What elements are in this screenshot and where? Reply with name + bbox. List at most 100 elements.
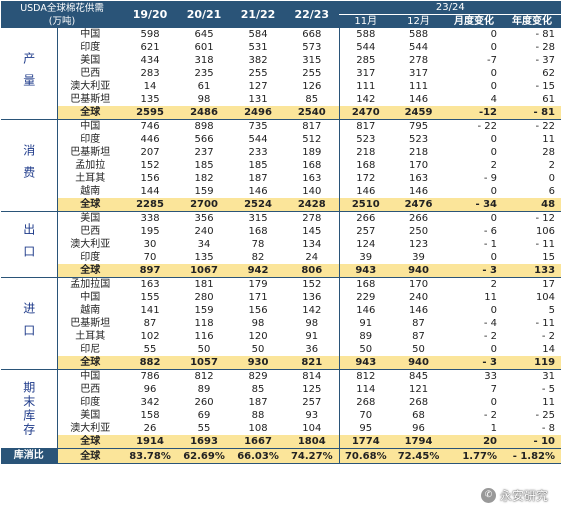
value-cell: 668 [302, 29, 322, 40]
value-cell: 2510 [338, 198, 393, 212]
value-cell: 39 [412, 252, 425, 263]
value-cell: 2428 [285, 198, 340, 212]
value-cell: 50 [251, 344, 265, 355]
table-row: 巴西 195 240 168 145 257 250 - 6 106 [1, 225, 561, 238]
value-cell: 806 [285, 264, 340, 278]
value-cell: 0 [490, 42, 498, 53]
value-cell: 39 [338, 251, 393, 264]
value-cell: 134 [302, 239, 322, 250]
value-cell: 278 [302, 213, 322, 224]
value-cell: 940 [392, 264, 446, 278]
value-cell: 268 [408, 397, 429, 408]
value-cell: 1693 [177, 435, 232, 449]
table-row: 消费 中国 746 898 735 817 817 795 - 22 - 22 [1, 119, 561, 212]
value-cell: 531 [248, 42, 268, 53]
value-cell: 144 [140, 186, 160, 197]
value-cell: 882 [123, 356, 178, 370]
value-cell: 930 [231, 356, 286, 370]
value-cell: 124 [338, 238, 393, 251]
value-cell: 142 [338, 93, 393, 106]
watermark: ✆ 永安研究 [480, 484, 548, 506]
value-cell: 588 [338, 28, 393, 41]
section-label-text: 进口 [21, 301, 36, 346]
value-cell: 0 [490, 147, 498, 158]
value-cell: 645 [194, 29, 214, 40]
row-label: 孟加拉国 [70, 279, 111, 290]
row-label: 全球 [57, 435, 124, 449]
table-row: 巴西 283 235 255 255 317 317 0 62 [1, 67, 561, 80]
value-cell: 285 [338, 54, 393, 67]
value-cell: 4 [490, 94, 498, 105]
section-label: 库消比 [1, 448, 58, 464]
value-cell: 11 [484, 292, 498, 303]
value-cell: 235 [194, 68, 214, 79]
table-row: 澳大利亚 26 55 108 104 95 96 1 - 8 [1, 422, 561, 435]
value-cell: 356 [194, 213, 214, 224]
value-cell: 218 [408, 147, 429, 158]
value-cell: 735 [248, 121, 268, 132]
value-cell: 237 [194, 147, 214, 158]
value-cell: 114 [338, 383, 393, 396]
value-cell: 126 [302, 81, 322, 92]
value-cell: 96 [143, 384, 157, 395]
value-cell: 181 [194, 279, 214, 290]
value-cell: 171 [248, 292, 268, 303]
value-cell: 2470 [338, 106, 393, 120]
table-row: 印度 446 566 544 512 523 523 0 11 [1, 133, 561, 146]
value-cell: 601 [194, 42, 214, 53]
value-cell: 74.27% [285, 448, 340, 464]
value-cell: 255 [248, 68, 268, 79]
value-cell: 189 [302, 147, 322, 158]
value-cell: 119 [503, 356, 562, 370]
value-cell: 98 [197, 94, 211, 105]
value-cell: 102 [140, 331, 160, 342]
value-cell: - 9 [483, 173, 498, 184]
watermark-text: 永安研究 [499, 488, 548, 503]
value-cell: 2 [490, 160, 498, 171]
value-cell: 78 [251, 239, 265, 250]
value-cell: - 22 [535, 121, 556, 132]
value-cell: 82 [251, 252, 265, 263]
value-cell: 598 [140, 29, 160, 40]
value-cell: - 10 [503, 435, 562, 449]
value-cell: 50 [412, 344, 425, 355]
value-cell: 2496 [231, 106, 286, 120]
row-label: 印度 [80, 134, 101, 145]
value-cell: 156 [140, 173, 160, 184]
value-cell: -7 [487, 55, 498, 66]
value-cell: -12 [445, 106, 504, 120]
value-cell: 1804 [285, 435, 340, 449]
table-title-line1: USDA全球棉花供需 [20, 2, 104, 14]
value-cell: 106 [535, 226, 556, 237]
total-row: 全球 882 1057 930 821 943 940- 3 119 [1, 356, 562, 370]
value-cell: 218 [338, 146, 393, 159]
value-cell: 0 [490, 305, 498, 316]
value-cell: 240 [194, 226, 214, 237]
value-cell: 1914 [123, 435, 178, 449]
value-cell: 91 [338, 317, 393, 330]
column-header-year: 19/20 [123, 1, 178, 28]
value-cell: - 11 [535, 318, 556, 329]
value-cell: 382 [248, 55, 268, 66]
value-cell: 158 [140, 410, 160, 421]
value-cell: 72.45% [392, 448, 446, 464]
value-cell: 250 [408, 226, 429, 237]
total-row: 全球 2595 2486 2496 2540 2470 2459 -12- 81 [1, 106, 562, 120]
value-cell: 135 [140, 94, 160, 105]
value-cell: 1057 [177, 356, 232, 370]
value-cell: 315 [248, 213, 268, 224]
value-cell: 87 [412, 318, 425, 329]
value-cell: 26 [143, 423, 157, 434]
value-cell: 11 [542, 397, 556, 408]
value-cell: 146 [338, 185, 393, 198]
value-cell: 159 [194, 186, 214, 197]
table-row: 产量 中国 598 645 584 668 588 588 0 - 81 [1, 28, 561, 120]
value-cell: 897 [123, 264, 178, 278]
value-cell: 62.69% [177, 448, 232, 464]
table-title: USDA全球棉花供需 (万吨) [1, 1, 124, 28]
value-cell: 142 [302, 305, 322, 316]
total-row: 全球 2285 2700 2524 2428 2510 2476- 34 48 [1, 198, 562, 212]
value-cell: 33 [484, 371, 498, 382]
value-cell: 2 [548, 160, 556, 171]
value-cell: 621 [140, 42, 160, 53]
